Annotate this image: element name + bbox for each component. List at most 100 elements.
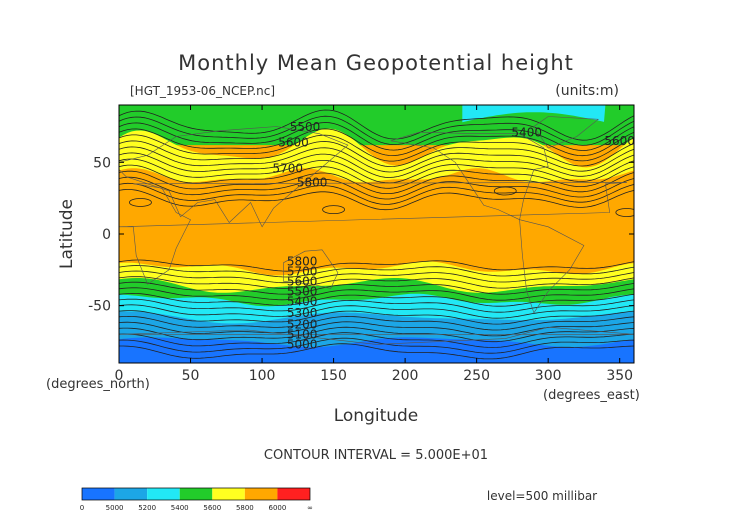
colorbar-swatch — [277, 488, 310, 500]
coastline — [533, 116, 599, 149]
contour-label: 5300 — [287, 306, 318, 320]
contour-label: 5600 — [278, 136, 309, 150]
contour-ring — [129, 198, 152, 207]
contour-line — [119, 122, 634, 151]
y-unit-label: (degrees_north) — [46, 377, 150, 392]
height-bands — [119, 105, 634, 363]
colorbar-label: ∞ — [307, 504, 313, 512]
x-tick-label: 100 — [249, 368, 276, 384]
colorbar-label: 6000 — [269, 504, 287, 512]
contour-label: 5700 — [273, 161, 304, 175]
contour-label: 5700 — [287, 265, 318, 279]
colorbar-frame — [81, 487, 311, 501]
units-label: (units:m) — [555, 83, 619, 99]
colorbar-swatch — [244, 488, 278, 500]
contour-line — [119, 170, 634, 194]
contour-line — [119, 287, 634, 301]
contour-label: 5200 — [287, 318, 318, 332]
contour-label: 5600 — [287, 275, 318, 289]
x-unit-label: (degrees_east) — [543, 388, 640, 403]
plot-area: 5500560057005800540056005800570056005500… — [119, 105, 635, 363]
contour-label: 5500 — [287, 285, 318, 299]
contour-line — [119, 146, 634, 173]
contour-line — [119, 281, 634, 295]
y-axis: -50 0 50 — [88, 155, 634, 315]
band-north-cap — [462, 105, 606, 123]
contour-line — [119, 128, 634, 157]
contour-line — [119, 134, 634, 162]
x-tick-label: 350 — [606, 368, 633, 384]
x-tick-label: 0 — [115, 368, 124, 384]
band-area — [119, 337, 634, 363]
contour-labels: 5500560057005800540056005800570056005500… — [273, 120, 635, 352]
x-tick-label: 250 — [463, 368, 490, 384]
x-tick-label: 50 — [182, 368, 200, 384]
contour-line — [119, 140, 634, 168]
contour-line — [119, 259, 634, 272]
contour-label: 5400 — [287, 295, 318, 309]
contour-line — [119, 276, 634, 289]
colorbar-swatch — [212, 488, 245, 500]
contour-line — [119, 158, 634, 184]
colorbar-label: 5200 — [138, 504, 156, 512]
coastline — [283, 249, 339, 289]
contour-ring — [493, 186, 517, 196]
contour-line — [119, 292, 634, 307]
x-tick-label: 150 — [320, 368, 347, 384]
contour-line — [119, 310, 634, 325]
x-axis-label: Longitude — [334, 406, 419, 426]
colorbar-label: 5800 — [236, 504, 254, 512]
file-label: [HGT_1953-06_NCEP.nc] — [130, 84, 275, 98]
y-tick-label: 50 — [93, 155, 111, 171]
contour-line — [119, 182, 634, 205]
contour-line — [119, 189, 634, 211]
coastline — [119, 182, 627, 285]
contour-line — [119, 109, 634, 141]
colorbar: 0 5000 5200 5400 5600 5800 6000 ∞ — [80, 487, 313, 512]
contour-line — [119, 332, 634, 348]
contour-label: 5400 — [511, 126, 542, 140]
coastline — [519, 219, 585, 314]
contour-lines — [119, 109, 634, 360]
coastline — [390, 131, 549, 221]
contour-line — [119, 115, 634, 146]
contour-line — [119, 176, 634, 200]
contour-line — [119, 270, 634, 284]
coastline — [119, 126, 349, 228]
x-axis: 0 50 100 150 200 250 300 350 — [115, 105, 633, 384]
contour-line — [119, 315, 634, 331]
coastline — [119, 326, 634, 345]
level-label: level=500 millibar — [487, 489, 597, 503]
y-axis-label: Latitude — [57, 199, 77, 269]
y-tick-label: 0 — [102, 227, 111, 243]
colorbar-label: 5000 — [106, 504, 124, 512]
contour-line — [119, 152, 634, 178]
contour-ring — [322, 205, 345, 215]
contour-line — [119, 343, 634, 360]
contour-ring — [615, 208, 634, 217]
contour-label: 5800 — [287, 255, 318, 269]
colorbar-label: 5400 — [171, 504, 189, 512]
colorbar-label: 0 — [80, 504, 84, 512]
contour-line — [119, 298, 634, 313]
contour-label: 5100 — [287, 328, 318, 342]
contour-label: 5000 — [287, 338, 318, 352]
colorbar-swatch — [114, 488, 148, 500]
contour-line — [119, 164, 634, 189]
chart-title: Monthly Mean Geopotential height — [178, 51, 574, 75]
colorbar-label: 5600 — [203, 504, 221, 512]
y-tick-label: -50 — [88, 299, 111, 315]
colorbar-swatch — [147, 488, 180, 500]
contour-line — [119, 337, 634, 354]
coastlines — [119, 116, 634, 345]
contour-line — [119, 326, 634, 343]
contour-label: 5500 — [290, 120, 321, 134]
colorbar-swatch — [179, 488, 213, 500]
contour-line — [119, 265, 634, 278]
contour-interval-label: CONTOUR INTERVAL = 5.000E+01 — [264, 448, 488, 463]
contour-label: 5800 — [297, 176, 328, 190]
contour-label: 5600 — [604, 134, 635, 148]
colorbar-swatch — [82, 488, 115, 500]
x-tick-label: 300 — [535, 368, 562, 384]
